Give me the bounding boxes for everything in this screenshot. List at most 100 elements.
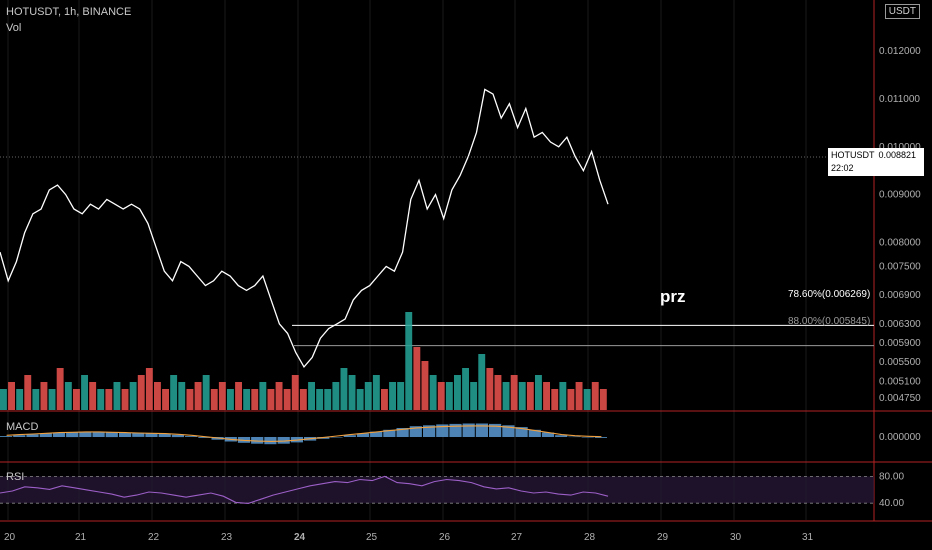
macd-bar (343, 435, 356, 437)
volume-bar (162, 389, 169, 410)
volume-bar (259, 382, 267, 410)
volume-bar (299, 389, 307, 410)
volume-bar (389, 382, 396, 410)
volume-bars (0, 312, 607, 410)
y-tick-label: 0.008000 (879, 238, 921, 249)
macd-bar (145, 433, 158, 437)
y-tick-label: 0.006300 (879, 319, 921, 330)
volume-bar (567, 389, 575, 410)
last-price-tag: HOTUSDT 0.008821 22:02 (828, 148, 924, 176)
volume-bar (24, 375, 32, 410)
volume-bar (445, 382, 453, 410)
y-tick-label: 0.005900 (879, 338, 921, 349)
rsi-band-fill (0, 476, 874, 504)
rsi-title: RSI (6, 471, 25, 483)
x-tick-label: 26 (439, 532, 451, 543)
macd-bar (423, 425, 436, 437)
volume-bar (251, 389, 259, 410)
rsi-y-label: 80.00 (879, 471, 904, 482)
macd-bar (489, 423, 502, 437)
volume-bar (526, 382, 534, 410)
price-tag-countdown: 22:02 (831, 163, 854, 173)
macd-bar (515, 427, 528, 437)
price-line (0, 88, 609, 369)
y-tick-label: 0.011000 (879, 94, 920, 105)
macd-bar (555, 435, 568, 437)
volume-bar (32, 389, 40, 410)
y-tick-label: 0.012000 (879, 46, 921, 57)
currency-button[interactable]: USDT (884, 4, 920, 19)
x-tick-label: 24 (294, 532, 306, 543)
x-tick-label: 27 (511, 532, 523, 543)
price-tag-symbol: HOTUSDT (831, 150, 875, 160)
macd-bar (185, 436, 198, 437)
volume-bar (381, 389, 388, 410)
macd-bar (92, 431, 105, 437)
macd-bar (277, 437, 290, 444)
volume-bar (105, 389, 113, 410)
grid (7, 0, 807, 520)
fib-levels (292, 324, 874, 347)
volume-bar (494, 375, 502, 410)
rsi-line (0, 475, 609, 504)
volume-bar (97, 389, 105, 410)
volume-bar (502, 382, 510, 410)
macd-bar (356, 433, 370, 437)
volume-bar (559, 382, 567, 410)
volume-bar (583, 389, 591, 410)
volume-bar (186, 389, 194, 410)
volume-bar (81, 375, 88, 410)
macd-bar (13, 435, 26, 437)
volume-bar (429, 375, 437, 410)
macd-bar (581, 437, 594, 438)
volume-bar (89, 382, 97, 410)
prz-annotation: prz (660, 287, 686, 306)
macd-bar (568, 436, 581, 438)
volume-bar (518, 382, 526, 410)
volume-bar (454, 375, 461, 410)
macd-title: MACD (6, 421, 39, 433)
volume-bar (405, 312, 413, 410)
x-tick-label: 25 (366, 532, 378, 543)
macd-bar (26, 434, 39, 437)
macd-bar (0, 436, 13, 437)
fib-88-label: 88.00%(0.005845) (788, 316, 871, 327)
macd-bar (409, 426, 422, 437)
volume-bar (194, 382, 202, 410)
macd-bar (251, 437, 264, 444)
x-tick-label: 21 (75, 532, 87, 543)
volume-bar (113, 382, 121, 410)
volume-bar (129, 382, 137, 410)
y-tick-label: 0.007500 (879, 261, 921, 272)
macd-bar (198, 437, 211, 438)
volume-bar (332, 382, 340, 410)
volume-bar (421, 361, 429, 410)
macd-bar (132, 432, 145, 437)
macd-signal-line (6, 425, 602, 442)
volume-bar (235, 382, 242, 410)
volume-bar (154, 382, 161, 410)
volume-bar (462, 368, 469, 410)
volume-bar (8, 382, 15, 410)
volume-bar (178, 382, 186, 410)
volume-bar (267, 389, 275, 410)
macd-bar (79, 431, 92, 437)
y-tick-label: 0.006900 (879, 290, 921, 301)
macd-bar (264, 437, 277, 445)
volume-bar (535, 375, 542, 410)
volume-bar (356, 389, 364, 410)
macd-bar (541, 432, 555, 437)
macd-y-label: 0.000000 (879, 432, 921, 443)
y-tick-label: 0.009000 (879, 190, 921, 201)
volume-bar (470, 382, 478, 410)
volume-title: Vol (6, 22, 22, 34)
macd-bar (594, 437, 607, 438)
rsi-y-label: 40.00 (879, 498, 904, 509)
symbol-header: HOTUSDT, 1h, BINANCE (6, 6, 132, 18)
macd-bar (502, 425, 515, 437)
volume-bar (413, 347, 421, 410)
x-tick-label: 31 (802, 532, 814, 543)
macd-bar (171, 434, 184, 438)
macd-bar (105, 432, 118, 438)
